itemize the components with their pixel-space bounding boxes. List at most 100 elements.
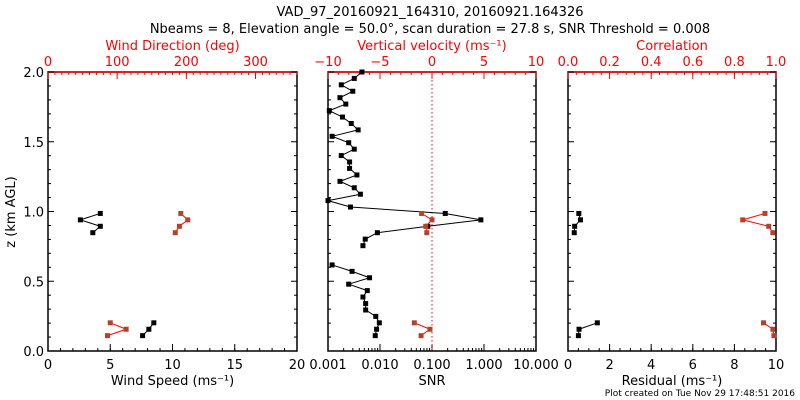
data-point-residual [576,210,582,216]
data-point-correlation [770,230,776,236]
data-point-snr [339,114,345,120]
data-point-snr [349,268,355,274]
top-x-tick-label: 0 [428,55,436,70]
data-point-wind-direction [185,217,191,223]
chart-title: VAD_97_20160921_164310, 20160921.164326 [277,5,584,20]
y-tick-label: 0.0 [23,345,44,360]
plot-footer: Plot created on Tue Nov 29 17:48:51 2016 [605,389,795,399]
data-point-snr [478,217,484,223]
data-point-wind-direction [178,210,184,216]
series-line-segment [350,206,446,214]
data-point-snr [343,101,349,107]
data-point-snr [325,198,331,204]
series-line-segment [327,200,351,208]
x-tick-label: 20 [289,358,306,373]
data-point-snr [326,108,332,114]
data-point-residual [571,230,577,236]
x-tick-label: 0.100 [413,358,450,373]
series-line-segment [348,277,370,285]
y-tick-label: 1.0 [23,206,44,221]
panel-frame-wind [47,71,298,352]
data-point-snr [355,127,361,133]
data-point-snr [359,69,365,75]
data-point-vertical-velocity [419,210,425,216]
data-point-snr [347,165,353,171]
data-point-snr [374,326,380,332]
x-tick-label: 0.010 [361,358,398,373]
data-point-snr [338,153,344,159]
x-tick-label: 5 [106,358,114,373]
data-point-residual [594,320,600,326]
data-point-snr [337,95,343,101]
data-point-wind-direction [176,223,182,229]
series-line-segment [110,322,127,330]
data-point-snr [338,82,344,88]
series-line-segment [414,322,431,330]
x-tick-label: 0.001 [309,358,346,373]
series-line-segment [80,219,101,227]
data-point-snr [362,236,368,242]
data-point-vertical-velocity [424,230,430,236]
top-x-tick-label: −5 [370,55,389,70]
series-line-segment [742,212,766,221]
data-point-snr [329,262,335,268]
x-tick-label: 10.000 [513,358,559,373]
chart-subtitle: Nbeams = 8, Elevation angle = 50.0°, sca… [150,22,710,37]
data-point-snr [329,133,335,139]
top-x-tick-label: 200 [174,55,199,70]
series-line-segment [351,270,370,279]
top-x-tick-label: 5 [480,55,488,70]
x-axis-label: SNR [418,374,445,389]
data-point-snr [351,146,357,152]
data-point-residual [576,326,582,332]
data-point-correlation [762,210,768,216]
top-x-tick-label: 1.0 [766,55,787,70]
data-point-vertical-velocity [418,333,424,339]
data-point-snr [351,185,357,191]
panel-frame-residual [567,71,777,352]
data-point-correlation [771,333,777,339]
data-point-correlation [740,217,746,223]
data-point-vertical-velocity [429,217,435,223]
x-tick-label: 6 [689,358,697,373]
data-point-correlation [770,326,776,332]
x-tick-label: 0 [44,358,52,373]
data-point-snr [373,313,379,319]
x-tick-label: 10 [768,358,785,373]
x-tick-label: 2 [605,358,613,373]
data-point-snr [376,320,382,326]
top-x-tick-label: 100 [105,55,130,70]
series-line-segment [427,219,481,227]
top-x-tick-label: 0.2 [599,55,620,70]
data-point-snr [363,301,369,307]
y-axis-label: z (km AGL) [4,176,19,247]
top-x-tick-label: 0.6 [682,55,703,70]
data-point-wind-speed [90,230,96,236]
top-x-tick-label: 0 [44,55,52,70]
data-point-wind-direction [123,326,129,332]
series-line-segment [327,193,361,202]
series-line-segment [107,328,127,337]
data-point-snr [347,159,353,165]
series-line-segment [329,103,346,112]
x-tick-label: 8 [730,358,738,373]
x-tick-label: 0 [564,358,572,373]
data-point-snr [347,204,353,210]
data-point-vertical-velocity [423,223,429,229]
top-x-tick-label: 0.4 [641,55,662,70]
series-line-segment [331,264,353,272]
series-line-segment [742,219,769,227]
data-point-snr [346,281,352,287]
data-point-snr [350,88,356,94]
data-point-snr [374,230,380,236]
top-axis-label: Correlation [636,39,708,54]
data-point-wind-direction [172,230,178,236]
data-point-snr [372,333,378,339]
data-point-snr [346,140,352,146]
x-tick-label: 15 [226,358,243,373]
data-point-snr [354,172,360,178]
data-point-snr [367,275,373,281]
data-point-correlation [761,320,767,326]
data-point-wind-speed [140,333,146,339]
